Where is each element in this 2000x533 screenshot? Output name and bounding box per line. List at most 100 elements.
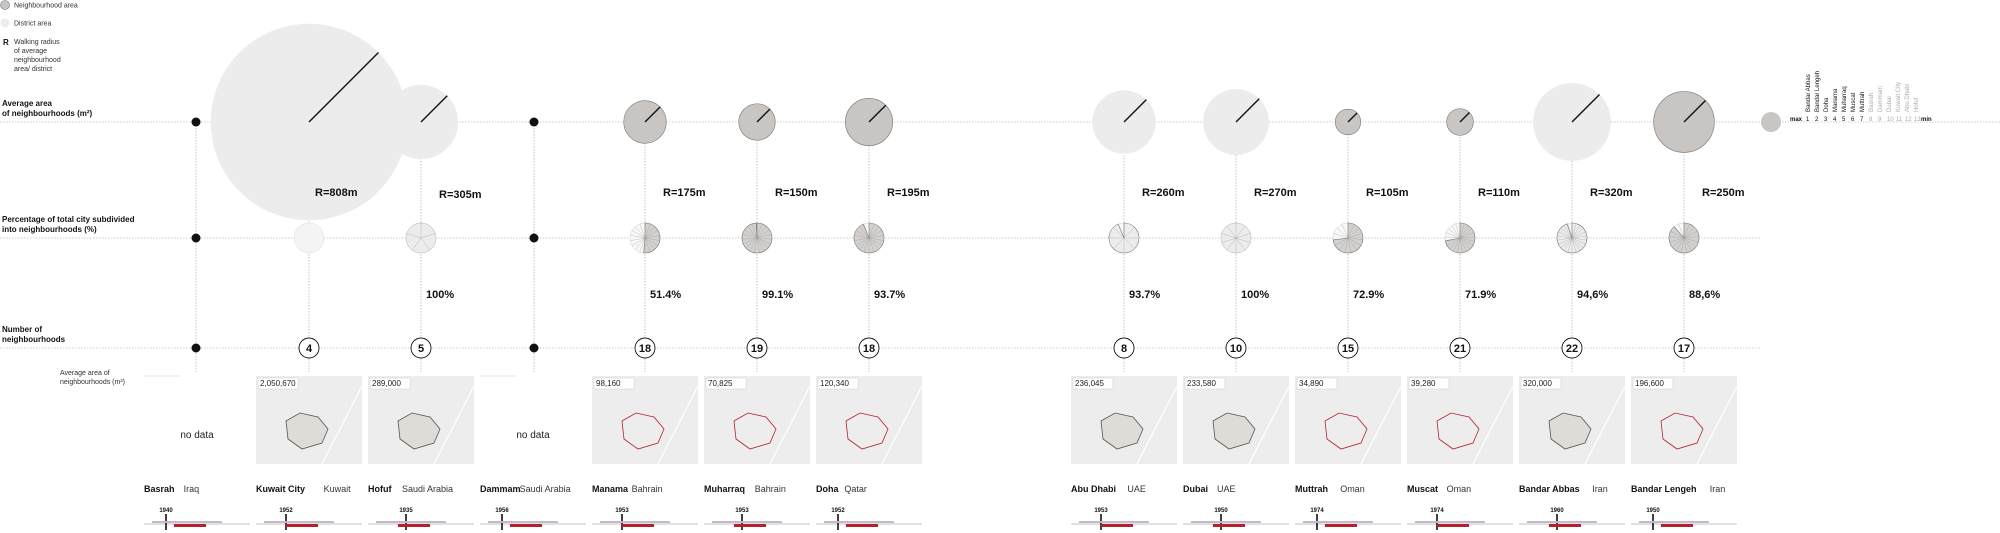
city-column-muscat: R=110m 71.9% 21 39,280 Muscat Oman 1974	[1407, 108, 1520, 530]
pie-spoke	[1347, 237, 1362, 246]
radius-label: R=175m	[663, 187, 706, 199]
pie-spoke	[1457, 237, 1461, 253]
area-value: 236,045	[1075, 379, 1104, 388]
area-value-box	[817, 377, 859, 390]
ranking-number: 9	[1878, 117, 1882, 123]
row-label-map-area-1: Average area of	[60, 370, 110, 377]
pie-spoke	[1673, 226, 1685, 239]
timeline-bar-lilac	[152, 521, 222, 523]
pie-spoke	[1671, 237, 1685, 248]
count-label: 10	[1230, 343, 1242, 355]
pie-spoke	[1445, 236, 1461, 239]
pie-spoke	[756, 229, 770, 239]
timeline-year: 1956	[495, 508, 509, 514]
pie-spoke	[747, 226, 758, 239]
city-column-bandar-abbas: R=320m 94,6% 22 320,000 Bandar Abbas Iran 1960	[1519, 83, 1633, 530]
pie-spoke	[1571, 223, 1577, 239]
radius-label: R=270m	[1254, 187, 1297, 199]
country-name: UAE	[1127, 484, 1146, 494]
ranking-city-name: Doha	[1824, 97, 1830, 112]
area-value: 196,600	[1635, 379, 1664, 388]
ranking-number: 8	[1869, 117, 1873, 123]
pie-spoke	[1235, 237, 1251, 243]
no-data-label: no data	[516, 430, 550, 441]
settlement-footprint	[845, 412, 889, 450]
pie-spoke	[1448, 228, 1461, 239]
pie-spoke	[412, 237, 422, 251]
row-label-percentage-2: into neighbourhoods (%)	[2, 225, 97, 234]
count-circle	[634, 337, 656, 359]
pie-spoke	[1333, 233, 1349, 239]
pie-spoke	[1571, 237, 1586, 245]
pie-spoke	[639, 223, 646, 239]
pie-spoke	[1235, 237, 1245, 251]
pie-spoke	[1669, 236, 1685, 239]
timeline-year: 1953	[1094, 508, 1108, 514]
pie-spoke	[1113, 227, 1125, 239]
city-column-abu-dhabi: R=260m 93.7% 8 236,045 Abu Dhabi UAE 1953	[1071, 90, 1185, 530]
pie-spoke	[630, 237, 646, 241]
count-circle	[1673, 337, 1695, 359]
count-label: 15	[1342, 343, 1354, 355]
country-name: Kuwait	[324, 484, 352, 494]
count-circle	[1113, 337, 1135, 359]
pie-spoke	[756, 237, 772, 240]
country-name: UAE	[1217, 484, 1236, 494]
walking-radius-line	[868, 104, 887, 123]
coastline	[1360, 385, 1402, 465]
count-label: 18	[639, 343, 651, 355]
ranking-number: 5	[1842, 117, 1846, 123]
row-label-map-area-2: neighbourhoods (m²)	[60, 379, 125, 386]
city-column-muttrah: R=105m 72.9% 15 34,890 Muttrah Oman 1974	[1295, 108, 1409, 530]
timeline-bar-red	[286, 524, 318, 527]
no-data-dot	[191, 233, 201, 243]
timeline-bar-red	[1437, 524, 1469, 527]
city-column-dubai: R=270m 100% 10 233,580 Dubai UAE 1950	[1183, 89, 1297, 530]
pie-spoke	[644, 235, 660, 239]
pie-spoke	[863, 223, 870, 239]
city-name: Doha	[816, 484, 839, 494]
country-name: Bahrain	[755, 484, 786, 494]
pie-spoke	[1445, 232, 1461, 239]
pie-spoke	[868, 237, 875, 253]
pie-spoke	[1449, 237, 1461, 250]
country-name: Iran	[1710, 484, 1726, 494]
ranking-number: 2	[1815, 117, 1819, 123]
legend-district-label: District area	[14, 21, 51, 28]
pie-spoke	[406, 233, 422, 239]
no-data-label: no data	[180, 430, 214, 441]
timeline-bar-lilac	[1079, 521, 1149, 523]
city-column-kuwait-city: R=808m 4 2,050,670 Kuwait City Kuwait 1952	[210, 23, 408, 530]
pie-spoke	[1235, 225, 1245, 239]
area-value: 289,000	[372, 379, 401, 388]
pie-spoke	[754, 237, 758, 253]
percentage-label: 93.7%	[874, 289, 905, 301]
settlement-footprint	[733, 412, 777, 450]
pie-spoke	[1459, 232, 1475, 239]
pie-spoke	[1571, 237, 1581, 251]
legend-district-swatch	[0, 18, 10, 28]
timeline-year: 1950	[1214, 508, 1228, 514]
country-name: Saudi Arabia	[520, 484, 571, 494]
timeline-year: 1935	[399, 508, 413, 514]
pie-spoke	[1560, 237, 1573, 248]
timeline-bar-red	[734, 524, 766, 527]
no-data-dot	[191, 117, 201, 127]
city-name: Basrah	[144, 484, 175, 494]
map-panel	[144, 376, 250, 464]
ranking-city-name: Kuwait City	[1896, 82, 1902, 112]
area-value-box	[1184, 377, 1226, 390]
pie-spoke	[1558, 237, 1573, 245]
no-data-dot	[191, 343, 201, 353]
legend-walking-radius-1: Walking radius	[14, 39, 60, 46]
country-name: Saudi Arabia	[402, 484, 453, 494]
pie-spoke	[1683, 237, 1693, 251]
count-circle	[1337, 337, 1359, 359]
timeline-year: 1950	[1646, 508, 1660, 514]
percentage-label: 72.9%	[1353, 289, 1384, 301]
city-name: Dammam	[480, 484, 521, 494]
area-value-box	[1072, 377, 1114, 390]
pie-spoke	[859, 237, 870, 250]
